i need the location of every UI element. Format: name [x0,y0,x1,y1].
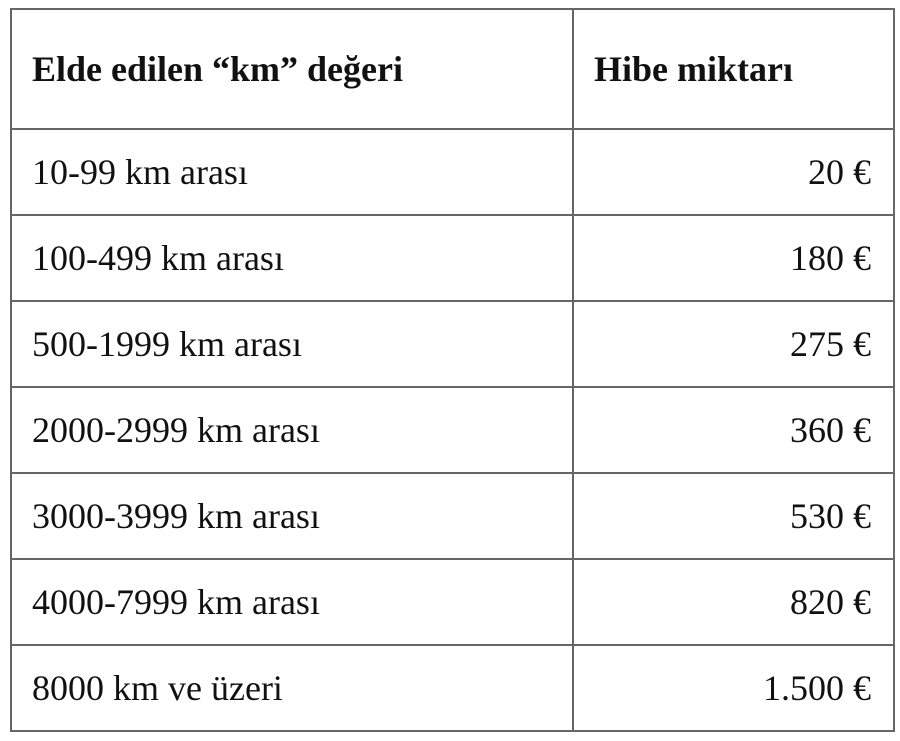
table-row: 500-1999 km arası 275 € [10,300,895,388]
table-body: 10-99 km arası 20 €100-499 km arası 180 €5… [10,128,895,732]
table-row: 4000-7999 km arası 820 € [10,558,895,646]
amount-cell: 820 € [572,558,895,646]
table-row: 100-499 km arası 180 € [10,214,895,302]
amount-cell: 360 € [572,386,895,474]
amount-cell: 1.500 € [572,644,895,732]
range-cell: 10-99 km arası [10,128,574,216]
amount-cell: 530 € [572,472,895,560]
header-row: Elde edilen “km” değeri Hibe miktarı [10,8,895,130]
header-cell: Elde edilen “km” değeri [10,8,574,130]
range-cell: 8000 km ve üzeri [10,644,574,732]
range-cell: 500-1999 km arası [10,300,574,388]
range-cell: 3000-3999 km arası [10,472,574,560]
amount-cell: 20 € [572,128,895,216]
table-row: 2000-2999 km arası 360 € [10,386,895,474]
header-cell: Hibe miktarı [572,8,895,130]
range-cell: 4000-7999 km arası [10,558,574,646]
amount-cell: 275 € [572,300,895,388]
range-cell: 100-499 km arası [10,214,574,302]
table-row: 8000 km ve üzeri 1.500 € [10,644,895,732]
range-cell: 2000-2999 km arası [10,386,574,474]
amount-cell: 180 € [572,214,895,302]
table-row: 3000-3999 km arası 530 € [10,472,895,560]
grant-table: Elde edilen “km” değeri Hibe miktarı 10-… [10,8,895,732]
table-row: 10-99 km arası 20 € [10,128,895,216]
